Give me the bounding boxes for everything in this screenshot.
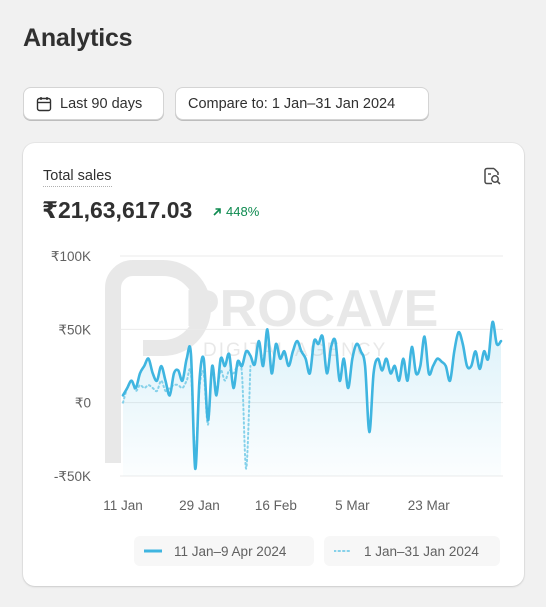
- y-tick-label: ₹0: [75, 396, 91, 411]
- explore-report-icon[interactable]: [482, 166, 502, 186]
- calendar-icon: [36, 96, 52, 111]
- legend-item-current[interactable]: 11 Jan–9 Apr 2024: [134, 536, 314, 566]
- legend-label-comparison: 1 Jan–31 Jan 2024: [364, 543, 479, 559]
- date-range-label: Last 90 days: [60, 95, 143, 112]
- x-tick-label: 16 Feb: [255, 498, 297, 513]
- legend-label-current: 11 Jan–9 Apr 2024: [174, 543, 287, 559]
- legend-item-comparison[interactable]: 1 Jan–31 Jan 2024: [324, 536, 500, 566]
- series-area-current: [123, 321, 501, 476]
- y-tick-label: ₹50K: [58, 322, 91, 337]
- sales-line-chart: ₹100K ₹50K ₹0 -₹50K 11 Jan 29 Jan 16 Feb 5 Mar 2…: [51, 249, 503, 513]
- x-tick-label: 5 Mar: [335, 498, 370, 513]
- y-tick-label: -₹50K: [54, 469, 91, 484]
- metric-title[interactable]: Total sales: [43, 168, 112, 187]
- legend-swatch-solid: [144, 549, 162, 553]
- x-tick-label: 11 Jan: [103, 498, 143, 513]
- compare-range-label: Compare to: 1 Jan–31 Jan 2024: [188, 95, 396, 112]
- series-line-current[interactable]: [121, 320, 503, 470]
- metric-value: ₹21,63,617.03: [42, 197, 193, 223]
- x-tick-label: 29 Jan: [179, 498, 220, 513]
- arrow-up-right-icon: [213, 207, 221, 216]
- date-range-button[interactable]: Last 90 days: [23, 87, 164, 120]
- legend-swatch-dotted: [334, 550, 352, 552]
- compare-range-button[interactable]: Compare to: 1 Jan–31 Jan 2024: [175, 87, 429, 120]
- y-tick-label: ₹100K: [51, 249, 91, 264]
- metric-change-value: 448%: [226, 204, 260, 219]
- metric-change-badge: 448%: [212, 204, 259, 219]
- page-title: Analytics: [23, 24, 133, 52]
- x-tick-label: 23 Mar: [408, 498, 451, 513]
- total-sales-card: Total sales ₹21,63,617.03 448% PROCAVE D…: [23, 143, 524, 586]
